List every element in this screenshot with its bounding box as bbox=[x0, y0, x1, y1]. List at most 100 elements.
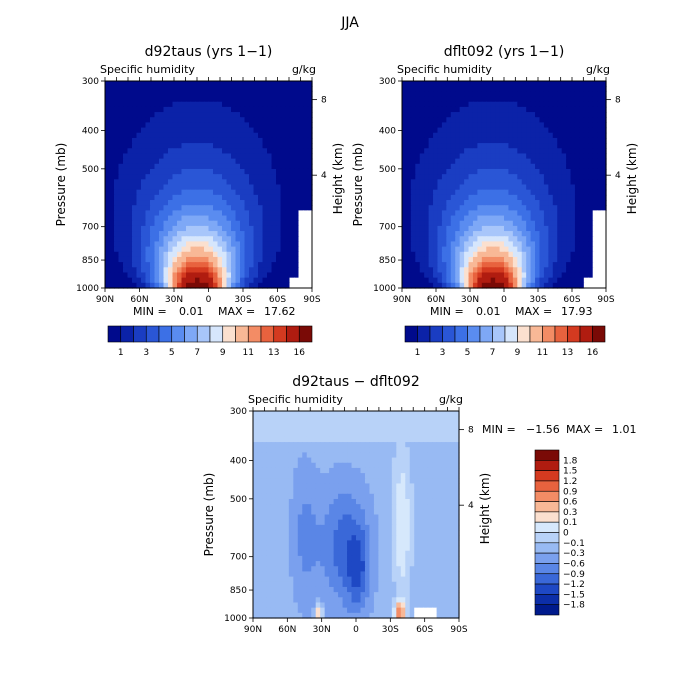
field-cell bbox=[423, 530, 429, 536]
field-cell bbox=[249, 168, 255, 175]
field-cell bbox=[486, 231, 492, 237]
field-cell bbox=[391, 426, 397, 433]
field-cell bbox=[424, 148, 430, 155]
field-cell bbox=[302, 452, 308, 459]
field-cell bbox=[123, 225, 129, 232]
field-cell bbox=[338, 416, 344, 422]
field-cell bbox=[141, 81, 147, 87]
field-cell bbox=[601, 236, 607, 243]
field-cell bbox=[136, 153, 142, 160]
field-cell bbox=[433, 127, 439, 134]
field-cell bbox=[118, 189, 124, 196]
field-cell bbox=[302, 493, 308, 500]
field-cell bbox=[495, 251, 501, 258]
field-cell bbox=[275, 530, 281, 536]
field-cell bbox=[249, 231, 255, 237]
field-cell bbox=[235, 241, 241, 248]
field-cell bbox=[486, 200, 492, 206]
field-cell bbox=[181, 215, 187, 222]
field-cell bbox=[521, 236, 527, 243]
field-cell bbox=[293, 478, 299, 485]
field-cell bbox=[249, 184, 255, 191]
field-cell bbox=[141, 101, 147, 108]
field-cell bbox=[406, 184, 412, 191]
field-cell bbox=[574, 241, 580, 248]
field-cell bbox=[226, 262, 232, 268]
field-cell bbox=[298, 117, 304, 123]
field-cell bbox=[464, 220, 470, 227]
field-cell bbox=[306, 473, 312, 479]
field-cell bbox=[329, 447, 335, 453]
field-cell bbox=[297, 431, 303, 438]
field-cell bbox=[253, 493, 259, 500]
field-cell bbox=[543, 282, 549, 289]
field-cell bbox=[235, 143, 241, 149]
field-cell bbox=[570, 168, 576, 175]
field-cell bbox=[535, 251, 541, 258]
field-cell bbox=[333, 411, 339, 417]
field-cell bbox=[512, 168, 518, 175]
field-cell bbox=[415, 184, 421, 191]
field-cell bbox=[279, 509, 285, 516]
field-cell bbox=[400, 498, 406, 505]
field-cell bbox=[601, 200, 607, 206]
field-cell bbox=[570, 225, 576, 232]
field-cell bbox=[402, 132, 408, 139]
field-cell bbox=[419, 200, 425, 206]
field-cell bbox=[592, 91, 598, 98]
field-cell bbox=[364, 442, 371, 448]
field-cell bbox=[289, 272, 295, 279]
field-cell bbox=[566, 205, 572, 211]
field-cell bbox=[303, 158, 309, 165]
field-cell bbox=[512, 127, 518, 134]
field-cell bbox=[402, 215, 408, 222]
field-cell bbox=[437, 277, 443, 284]
field-cell bbox=[204, 86, 210, 92]
field-cell bbox=[217, 184, 223, 191]
field-cell bbox=[159, 101, 165, 108]
field-cell bbox=[486, 262, 492, 268]
field-cell bbox=[298, 241, 304, 248]
field-cell bbox=[249, 179, 255, 186]
field-cell bbox=[437, 225, 443, 232]
field-cell bbox=[235, 256, 241, 263]
field-cell bbox=[109, 205, 115, 211]
field-cell bbox=[105, 210, 111, 217]
field-cell bbox=[468, 251, 474, 258]
field-cell bbox=[364, 447, 371, 453]
field-cell bbox=[588, 112, 594, 118]
field-cell bbox=[409, 462, 415, 469]
field-cell bbox=[347, 483, 353, 490]
field-cell bbox=[521, 96, 527, 103]
field-cell bbox=[338, 498, 344, 505]
field-cell bbox=[570, 179, 576, 186]
field-cell bbox=[396, 452, 402, 459]
field-cell bbox=[289, 148, 295, 155]
field-cell bbox=[517, 168, 523, 175]
field-cell bbox=[315, 452, 321, 459]
field-cell bbox=[253, 215, 259, 222]
field-cell bbox=[574, 262, 580, 268]
field-cell bbox=[199, 174, 205, 180]
field-cell bbox=[391, 462, 397, 469]
field-cell bbox=[477, 143, 483, 149]
field-cell bbox=[235, 205, 241, 211]
field-cell bbox=[517, 106, 523, 113]
field-cell bbox=[464, 200, 470, 206]
field-cell bbox=[307, 174, 313, 180]
field-cell bbox=[583, 215, 589, 222]
field-cell bbox=[481, 122, 487, 129]
field-cell bbox=[597, 220, 603, 227]
field-cell bbox=[428, 200, 434, 206]
field-cell bbox=[307, 189, 313, 196]
field-cell bbox=[418, 509, 424, 516]
field-cell bbox=[570, 256, 576, 263]
field-cell bbox=[574, 210, 580, 217]
field-cell bbox=[530, 200, 536, 206]
field-cell bbox=[364, 436, 371, 443]
field-cell bbox=[306, 467, 312, 474]
field-cell bbox=[204, 132, 210, 139]
field-cell bbox=[391, 411, 397, 417]
field-cell bbox=[499, 101, 505, 108]
field-cell bbox=[208, 132, 214, 139]
